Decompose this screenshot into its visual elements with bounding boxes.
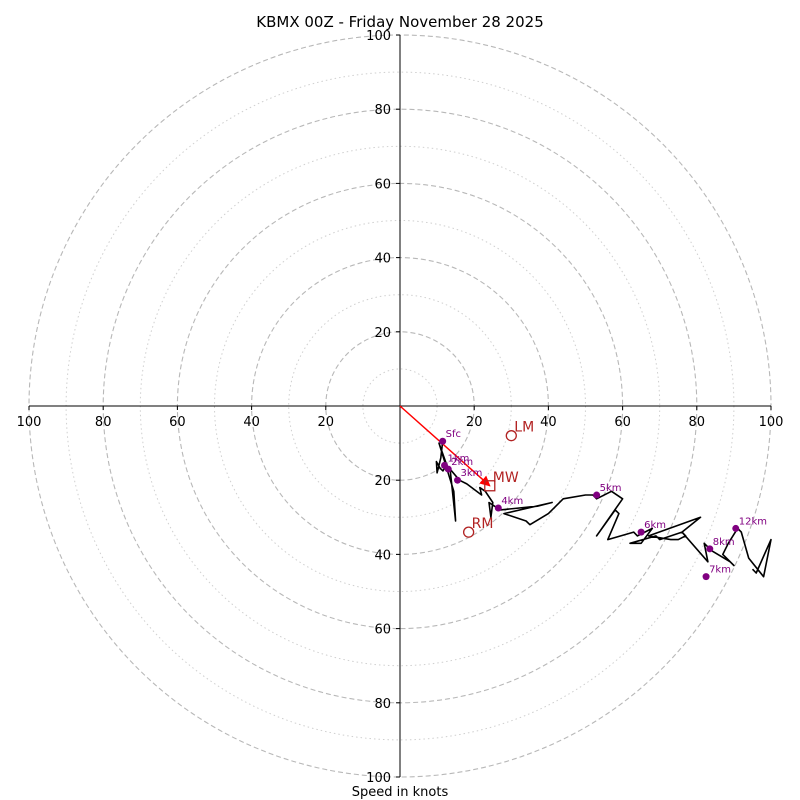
y-tick-label: 20 [374,326,391,341]
mean-wind-arrow [399,405,491,487]
height-marker-label: 6km [644,520,666,531]
storm-label-mw: MW [493,470,519,486]
x-tick-label: 20 [318,415,335,430]
height-marker-dot [439,437,447,445]
chart-title: KBMX 00Z - Friday November 28 2025 [256,13,543,31]
height-marker-label: 5km [600,483,622,494]
height-marker-label: 7km [709,565,731,576]
y-tick-label: 80 [374,103,391,118]
y-tick-label: 40 [374,252,391,267]
y-tick-label: 100 [366,29,391,44]
height-marker-label: 4km [501,496,523,507]
x-tick-label: 80 [95,415,112,430]
storm-marker-lm [505,430,517,442]
height-marker-dot [593,491,601,499]
storm-label-lm: LM [514,420,534,436]
x-tick-label: 60 [614,415,631,430]
hodograph-trace [435,441,772,578]
height-marker-label: 12km [739,516,767,527]
y-tick-label: 20 [374,474,391,489]
y-tick-label: 80 [374,697,391,712]
height-marker-dot [637,528,645,536]
height-marker-dot [494,504,502,512]
height-marker-dot [732,524,740,532]
y-tick-label: 60 [374,177,391,192]
y-tick-label: 40 [374,548,391,563]
height-marker-label: 1km [448,453,470,464]
height-marker-dot [454,476,462,484]
wind-trace-line [435,441,772,578]
x-axis-label: Speed in knots [352,785,449,800]
y-tick-label: 100 [366,771,391,786]
height-marker-label: Sfc [446,429,461,440]
x-tick-label: 40 [243,415,260,430]
x-tick-label: 60 [169,415,186,430]
height-marker-dot [702,573,710,581]
y-tick-label: 60 [374,623,391,638]
x-tick-label: 80 [689,415,706,430]
height-marker-dot [706,545,714,553]
x-tick-label: 100 [759,415,784,430]
x-tick-label: 40 [540,415,557,430]
height-marker-dot [444,465,452,473]
height-marker-label: 2km [451,457,473,468]
storm-label-rm: RM [472,516,494,532]
height-marker-label: 3km [461,468,483,479]
height-marker-label: 8km [713,537,735,548]
x-tick-label: 100 [17,415,42,430]
storm-motion-markers: LM MW RM [462,420,534,538]
storm-marker-mw [484,480,496,492]
x-tick-label: 20 [466,415,483,430]
tick-labels: 100 80 60 40 20 20 40 60 80 100 20 40 60 80 100 20 40 60 8… [17,29,784,786]
storm-marker-rm [462,526,475,538]
mean-wind-vector [399,405,491,487]
